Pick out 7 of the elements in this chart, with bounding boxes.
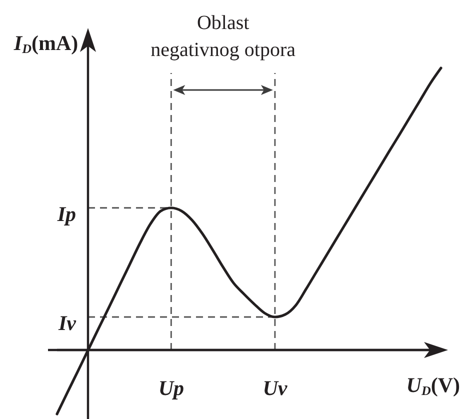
text: Oblast negativnog otpora bbox=[150, 12, 296, 61]
x-axis-title: U$_{D}$(V) bbox=[406, 373, 460, 398]
y-axis-title: I$_{D}$(mA) bbox=[12, 31, 78, 56]
x-tick-label: Up bbox=[158, 376, 184, 400]
ref-line-label: Ip bbox=[56, 202, 76, 226]
x-tick-label: Uv bbox=[262, 376, 288, 400]
ref-line-label: Iv bbox=[58, 311, 77, 336]
